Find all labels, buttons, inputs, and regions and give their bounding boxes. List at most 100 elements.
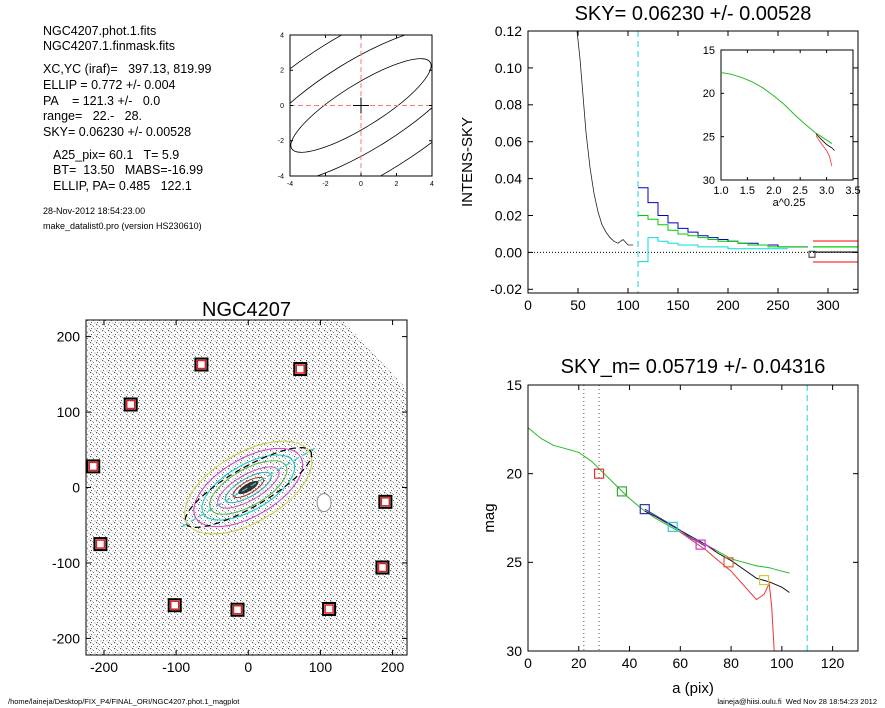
sky-xtick-label: 100 — [616, 297, 640, 313]
mag-xtick-label: 20 — [571, 655, 587, 671]
sky-profile-plot: SKY= 0.06230 +/- 0.00528 INTENS-SKY 0 50 100… — [459, 3, 861, 313]
sky-xtick-label: 0 — [524, 297, 532, 313]
sky-ytick-label: 0.08 — [495, 97, 522, 113]
contour-ytick-label: -4 — [278, 173, 284, 180]
mag-marker — [758, 574, 770, 586]
contour-xtick-label: -2 — [322, 181, 328, 188]
inset-xtick-label: 3.0 — [819, 185, 834, 197]
mag-xtick-label: 40 — [622, 655, 638, 671]
star-marker — [167, 598, 182, 613]
inset-green-series — [721, 72, 833, 145]
inset-ytick-label: 15 — [703, 45, 715, 57]
sky-profile-title: SKY= 0.06230 +/- 0.00528 — [575, 3, 812, 25]
isophote — [184, 440, 313, 535]
inset-frame — [720, 49, 854, 181]
info-derived-2: BT= 13.50 MABS=-16.99 — [53, 163, 204, 177]
star-marker — [293, 362, 308, 377]
star-marker — [322, 601, 337, 616]
info-derived-3: ELLIP, PA= 0.485 122.1 — [53, 179, 192, 193]
mag-ytick-label: 20 — [506, 466, 522, 482]
sky-step-series — [638, 215, 808, 248]
galaxy-xtick-label: 0 — [244, 659, 252, 675]
contour-ytick-label: 0 — [280, 103, 284, 110]
mag-black-series — [644, 510, 790, 593]
contour-line — [290, 35, 432, 176]
footer-user: laineja@hiisi.oulu.fi Wed Nov 28 18:54:2… — [717, 697, 877, 706]
star-marker — [93, 537, 108, 552]
mag-profile-plot: SKY_m= 0.05719 +/- 0.04316 a (pix) mag 0 20 4… — [481, 356, 859, 697]
info-param-1: XC,YC (iraf)= 397.13, 819.99 — [43, 62, 212, 76]
galaxy-image-plot: NGC4207 -200 -100 0 100 200 -200 -100 0 100 200 — [52, 299, 408, 675]
center-contour-lines — [290, 35, 432, 176]
star-marker-inner — [324, 604, 334, 614]
contour-ytick-label: 2 — [280, 68, 284, 75]
footer-path: /home/laineja/Desktop/FIX_P4/FINAL_ORI/N… — [8, 697, 240, 706]
contour-xtick-label: -4 — [287, 181, 293, 188]
info-param-2: ELLIP = 0.772 +/- 0.004 — [43, 78, 176, 92]
sky-profile-ylabel: INTENS-SKY — [459, 117, 476, 207]
info-derived-1: A25_pix= 60.1 T= 5.9 — [53, 148, 180, 162]
mag-marker — [667, 521, 678, 532]
contour-xtick-label: 0 — [359, 181, 363, 188]
star-marker-inner — [377, 562, 388, 573]
mag-xtick-label: 0 — [524, 655, 532, 671]
galaxy-ytick-label: -200 — [52, 630, 80, 646]
sky-xtick-label: 200 — [716, 297, 740, 313]
sky-inset: 1.0 1.5 2.0 2.5 3.0 3.5 15 20 25 30 a^0.25 — [703, 45, 861, 209]
galaxy-field — [86, 320, 407, 655]
galaxy-ytick-label: 0 — [72, 479, 80, 495]
mag-marker — [723, 557, 734, 568]
info-file-2: NGC4207.1.finmask.fits — [43, 39, 175, 53]
mag-xtick-label: 120 — [821, 655, 845, 671]
contour-xtick-label: 4 — [430, 181, 434, 188]
mag-xtick-label: 80 — [723, 655, 739, 671]
mag-green-series — [528, 427, 790, 574]
mag-red-series — [680, 531, 775, 651]
center-contour-plot: -4 -2 0 2 4 -4 -2 0 2 4 — [278, 32, 434, 188]
sky-xtick-label: 50 — [570, 297, 586, 313]
sky-profile-frame — [527, 30, 859, 294]
galaxy-xtick-label: 100 — [309, 659, 333, 675]
inset-lines — [721, 72, 835, 167]
sky-ytick-label: 0.04 — [495, 171, 522, 187]
contour-line — [290, 58, 432, 153]
contour-line — [290, 35, 432, 176]
sky-xtick-label: 300 — [816, 297, 840, 313]
inset-xtick-label: 1.5 — [740, 185, 755, 197]
mag-profile-lines — [528, 385, 808, 651]
sky-ytick-label: 0.12 — [495, 23, 522, 39]
star-marker-inner — [232, 604, 243, 615]
masked-star — [316, 493, 332, 513]
sky-xtick-label: 250 — [766, 297, 790, 313]
inset-xtick-label: 2.0 — [766, 185, 781, 197]
sky-ytick-label: 0.10 — [495, 60, 522, 76]
star-marker — [194, 357, 209, 372]
inset-ytick-label: 30 — [703, 175, 715, 187]
inset-ytick-label: 20 — [703, 88, 715, 100]
star-marker-inner — [125, 399, 136, 410]
star-marker — [86, 459, 101, 474]
star-marker-inner — [95, 539, 106, 549]
info-program: make_datalist0.pro (version HS230610) — [43, 221, 202, 231]
galaxy-xtick-label: -100 — [162, 659, 190, 675]
mag-profile-xlabel: a (pix) — [672, 680, 714, 697]
contour-ytick-label: -2 — [278, 138, 284, 145]
galaxy-ytick-label: 100 — [57, 404, 81, 420]
info-param-4: range= 22.- 28. — [43, 109, 143, 123]
galaxy-xtick-label: 200 — [381, 659, 405, 675]
inset-ytick-label: 25 — [703, 132, 715, 144]
sky-ytick-label: 0.02 — [495, 207, 522, 223]
galaxy-ytick-label: 200 — [57, 328, 81, 344]
mag-magenta-series — [685, 535, 717, 551]
info-param-5: SKY= 0.06230 +/- 0.00528 — [43, 125, 192, 139]
star-marker-inner — [88, 461, 98, 472]
sky-step-series — [638, 237, 788, 263]
mag-ytick-label: 15 — [506, 377, 522, 393]
sky-ytick-label: -0.02 — [490, 281, 522, 297]
star-marker-inner — [169, 600, 180, 610]
sky-ytick-label: 0.06 — [495, 134, 522, 150]
contour-xtick-label: 2 — [395, 181, 399, 188]
star-marker-inner — [196, 359, 207, 370]
mag-xtick-label: 60 — [673, 655, 689, 671]
inset-xtick-label: 3.5 — [845, 185, 860, 197]
